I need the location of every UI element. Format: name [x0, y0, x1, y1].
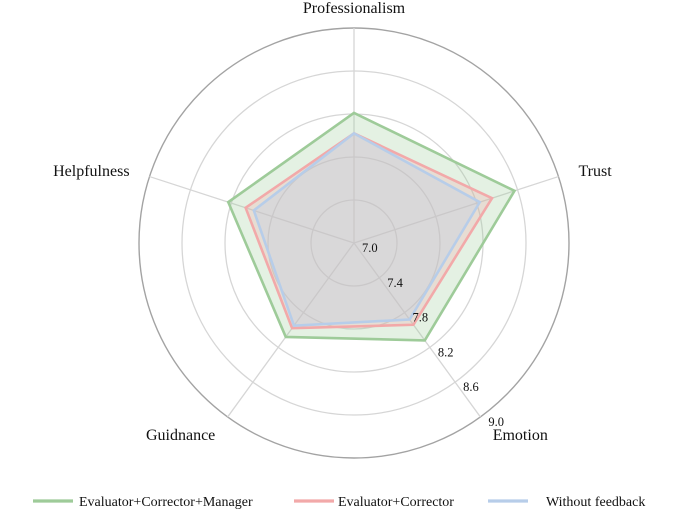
axis-label-guidnance: Guidnance [146, 427, 215, 444]
legend-label-without-feedback: Without feedback [546, 495, 645, 510]
legend-label-evaluator-corrector-manager: Evaluator+Corrector+Manager [79, 495, 253, 510]
radar-grid [138, 27, 570, 459]
tick-label: 7.0 [362, 241, 378, 255]
spoke-trust [353, 175, 559, 244]
series-evaluator-corrector [244, 131, 494, 330]
spoke-emotion [353, 242, 481, 418]
axis-labels: Professionalism Trust Emotion Guidnance Help… [53, 0, 612, 444]
tick-label: 8.6 [463, 380, 479, 394]
axis-label-emotion: Emotion [493, 427, 548, 444]
axis-label-trust: Trust [578, 163, 612, 180]
radial-tick-labels: 7.0 7.4 7.8 8.2 8.6 9.0 [362, 241, 504, 429]
spoke-helpfulness [149, 175, 355, 244]
axis-label-helpfulness: Helpfulness [53, 163, 129, 180]
tick-label: 9.0 [488, 415, 504, 429]
tick-label: 8.2 [438, 345, 454, 359]
tick-label: 7.8 [413, 311, 429, 325]
spoke-guidnance [227, 242, 355, 418]
axis-label-professionalism: Professionalism [303, 0, 406, 17]
legend: Evaluator+Corrector+Manager Evaluator+Cor… [33, 495, 645, 510]
legend-label-evaluator-corrector: Evaluator+Corrector [338, 495, 454, 510]
radar-series [226, 111, 517, 342]
tick-label: 7.4 [387, 276, 403, 290]
series-without-feedback [252, 131, 482, 327]
